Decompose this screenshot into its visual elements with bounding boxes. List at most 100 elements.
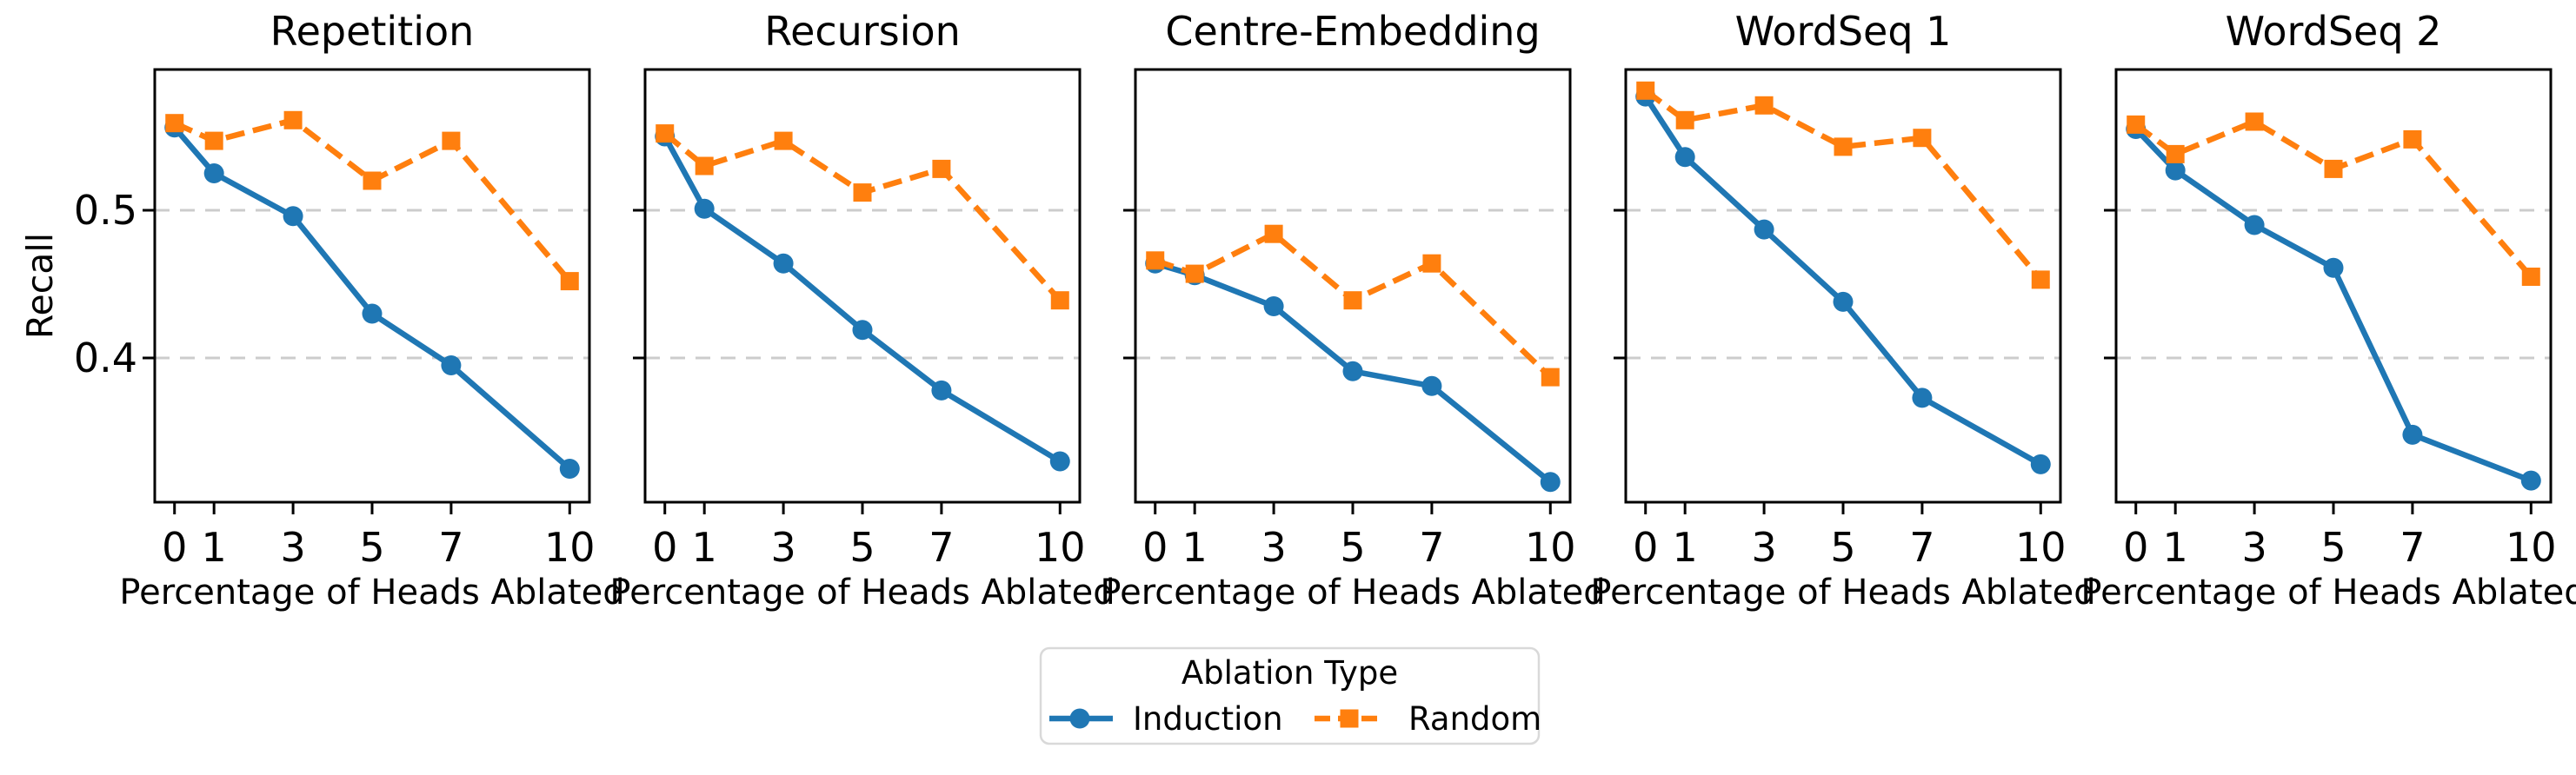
x-tick-label: 3 <box>770 524 795 571</box>
data-point-random <box>560 272 579 291</box>
x-tick-label: 5 <box>359 524 384 571</box>
circle-marker-icon <box>1069 708 1090 729</box>
panel-centre-embedding: 0 1 3 5 7 10 Centre-Embedding Percentage of Hea… <box>1100 8 1605 613</box>
plot-border <box>2114 68 2553 504</box>
data-point-induction <box>1049 451 1070 472</box>
data-point-induction <box>559 459 580 479</box>
data-point-induction <box>1540 472 1561 493</box>
data-point-induction <box>1342 361 1363 381</box>
x-tick-label: 7 <box>1419 524 1444 571</box>
data-point-random <box>2521 268 2540 286</box>
x-tick-label: 0 <box>2123 524 2148 571</box>
data-point-random <box>1636 81 1655 100</box>
data-point-random <box>1343 291 1362 310</box>
series-line-random <box>662 131 1062 302</box>
data-point-induction <box>852 320 873 341</box>
x-axis-label: Percentage of Heads Ablated <box>119 573 624 613</box>
data-point-induction <box>2165 160 2186 181</box>
x-tick-label: 7 <box>1909 524 1934 571</box>
data-point-induction <box>2244 215 2265 235</box>
data-point-induction <box>1674 147 1695 168</box>
panel-title: Repetition <box>270 8 475 55</box>
data-point-random <box>2031 270 2050 289</box>
x-tick-label: 10 <box>2506 524 2557 571</box>
legend-box <box>1039 646 1541 745</box>
x-tick-label: 3 <box>1261 524 1286 571</box>
data-point-random <box>442 131 461 150</box>
panel-wordseq-1: 0 1 3 5 7 10 WordSeq 1 Percentage of Heads Abla… <box>1590 8 2095 613</box>
data-point-induction <box>2323 257 2344 278</box>
data-point-induction <box>441 355 462 375</box>
y-tick-label: 0.5 <box>74 187 137 234</box>
data-point-induction <box>203 163 224 183</box>
data-point-random <box>165 114 184 133</box>
data-point-random <box>2166 144 2185 163</box>
data-point-random <box>2324 159 2343 178</box>
legend-label-induction: Induction <box>1133 700 1283 738</box>
data-point-random <box>1146 251 1165 270</box>
data-point-random <box>1422 254 1441 273</box>
data-point-random <box>932 159 951 178</box>
data-point-random <box>774 131 793 150</box>
data-point-induction <box>1263 296 1284 316</box>
data-point-random <box>283 110 303 129</box>
x-tick-label: 10 <box>544 524 596 571</box>
legend-label-random: Random <box>1408 700 1541 738</box>
square-marker-icon <box>1340 709 1359 728</box>
data-point-random <box>1541 368 1560 387</box>
y-axis-label: Recall <box>19 233 61 339</box>
data-point-random <box>1913 129 1932 148</box>
x-axis-label: Percentage of Heads Ablated <box>1590 573 2095 613</box>
y-tick-label: 0.4 <box>74 335 137 381</box>
x-axis-label: Percentage of Heads Ablated <box>1100 573 1605 613</box>
data-point-induction <box>773 253 794 274</box>
data-point-random <box>656 124 675 143</box>
series-line-induction <box>662 135 1062 464</box>
data-point-random <box>2245 112 2264 131</box>
data-point-random <box>363 171 382 190</box>
x-tick-label: 10 <box>1035 524 1086 571</box>
data-point-random <box>1834 137 1853 156</box>
x-tick-label: 10 <box>2015 524 2067 571</box>
legend-title: Ablation Type <box>1181 654 1398 692</box>
data-point-induction <box>2030 454 2051 474</box>
data-point-random <box>2403 129 2422 149</box>
x-tick-label: 7 <box>2400 524 2425 571</box>
x-tick-label: 5 <box>2320 524 2346 571</box>
series-line-induction <box>2133 127 2533 484</box>
plot-border <box>1134 68 1572 504</box>
x-tick-label: 0 <box>1142 524 1168 571</box>
x-tick-label: 5 <box>849 524 875 571</box>
data-point-induction <box>1421 375 1442 396</box>
x-tick-label: 5 <box>1830 524 1855 571</box>
x-axis-label: Percentage of Heads Ablated <box>2080 573 2576 613</box>
data-point-random <box>204 131 223 150</box>
data-point-random <box>1675 110 1694 129</box>
x-tick-label: 1 <box>1673 524 1698 571</box>
x-tick-label: 0 <box>162 524 187 571</box>
x-tick-label: 7 <box>438 524 463 571</box>
panel-repetition: 0 1 3 5 7 10 0.5 0.4 Repetition Percentage of Hea… <box>74 8 625 613</box>
data-point-induction <box>1833 291 1854 312</box>
series-line-induction <box>172 125 572 471</box>
legend: Ablation Type Induction Random <box>1039 646 1541 745</box>
data-point-random <box>853 183 872 202</box>
panel-title: WordSeq 1 <box>1735 8 1952 55</box>
data-point-induction <box>283 206 303 227</box>
panel-title: Recursion <box>764 8 961 55</box>
x-tick-label: 3 <box>280 524 305 571</box>
data-point-induction <box>2402 424 2423 445</box>
data-point-random <box>695 156 714 176</box>
data-point-random <box>2127 115 2146 134</box>
panel-title: Centre-Embedding <box>1165 8 1540 55</box>
series-line-random <box>2133 118 2533 279</box>
data-point-induction <box>1754 219 1774 240</box>
data-point-random <box>1185 264 1204 283</box>
data-point-induction <box>931 380 952 401</box>
x-axis-label: Percentage of Heads Ablated <box>609 573 1115 613</box>
x-tick-label: 1 <box>2163 524 2188 571</box>
panel-wordseq-2: 0 1 3 5 7 10 WordSeq 2 Percentage of Heads Abla… <box>2080 8 2576 613</box>
panel-recursion: 0 1 3 5 7 10 Recursion Percentage of Heads Abla… <box>609 8 1115 613</box>
